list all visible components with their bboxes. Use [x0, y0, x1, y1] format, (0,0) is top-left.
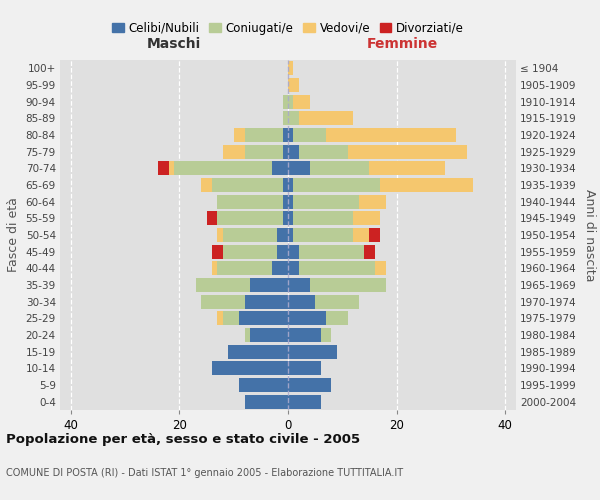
Bar	[212, 244, 223, 259]
Bar	[288, 328, 320, 342]
Bar	[223, 144, 245, 159]
Bar	[277, 228, 288, 242]
Bar	[217, 228, 223, 242]
Bar	[288, 178, 293, 192]
Bar	[299, 144, 348, 159]
Bar	[326, 311, 348, 326]
Bar	[293, 194, 359, 209]
Bar	[217, 261, 272, 276]
Bar	[288, 261, 299, 276]
Bar	[288, 162, 310, 175]
Bar	[288, 294, 315, 308]
Bar	[299, 112, 353, 126]
Bar	[245, 394, 288, 409]
Bar	[288, 394, 320, 409]
Bar	[201, 294, 245, 308]
Bar	[283, 94, 288, 109]
Bar	[293, 94, 310, 109]
Text: Popolazione per età, sesso e stato civile - 2005: Popolazione per età, sesso e stato civil…	[6, 432, 360, 446]
Bar	[223, 244, 277, 259]
Bar	[293, 128, 326, 142]
Bar	[201, 178, 212, 192]
Bar	[196, 278, 250, 292]
Bar	[250, 278, 288, 292]
Bar	[310, 278, 386, 292]
Bar	[283, 194, 288, 209]
Bar	[364, 244, 375, 259]
Bar	[283, 178, 288, 192]
Bar	[245, 294, 288, 308]
Bar	[223, 228, 277, 242]
Text: Maschi: Maschi	[147, 37, 201, 51]
Bar	[320, 328, 331, 342]
Bar	[348, 144, 467, 159]
Bar	[206, 211, 217, 226]
Bar	[223, 311, 239, 326]
Bar	[212, 178, 283, 192]
Bar	[310, 162, 370, 175]
Bar	[380, 178, 473, 192]
Bar	[288, 194, 293, 209]
Text: COMUNE DI POSTA (RI) - Dati ISTAT 1° gennaio 2005 - Elaborazione TUTTITALIA.IT: COMUNE DI POSTA (RI) - Dati ISTAT 1° gen…	[6, 468, 403, 477]
Bar	[288, 378, 331, 392]
Bar	[239, 378, 288, 392]
Bar	[288, 62, 293, 76]
Bar	[228, 344, 288, 359]
Bar	[353, 211, 380, 226]
Bar	[293, 228, 353, 242]
Bar	[293, 211, 353, 226]
Bar	[288, 144, 299, 159]
Bar	[272, 261, 288, 276]
Bar	[359, 194, 386, 209]
Bar	[169, 162, 174, 175]
Bar	[370, 162, 445, 175]
Bar	[174, 162, 272, 175]
Bar	[288, 311, 326, 326]
Bar	[283, 112, 288, 126]
Bar	[245, 144, 283, 159]
Bar	[283, 128, 288, 142]
Bar	[288, 244, 299, 259]
Bar	[212, 361, 288, 376]
Bar	[283, 211, 288, 226]
Bar	[315, 294, 359, 308]
Bar	[272, 162, 288, 175]
Bar	[283, 144, 288, 159]
Bar	[245, 328, 250, 342]
Y-axis label: Fasce di età: Fasce di età	[7, 198, 20, 272]
Y-axis label: Anni di nascita: Anni di nascita	[583, 188, 596, 281]
Bar	[375, 261, 386, 276]
Bar	[326, 128, 456, 142]
Bar	[217, 211, 283, 226]
Text: Femmine: Femmine	[367, 37, 437, 51]
Bar	[370, 228, 380, 242]
Bar	[288, 128, 293, 142]
Bar	[288, 228, 293, 242]
Bar	[288, 344, 337, 359]
Bar	[250, 328, 288, 342]
Bar	[217, 311, 223, 326]
Bar	[299, 244, 364, 259]
Bar	[288, 78, 299, 92]
Bar	[158, 162, 169, 175]
Bar	[288, 278, 310, 292]
Bar	[288, 112, 299, 126]
Bar	[299, 261, 375, 276]
Bar	[212, 261, 217, 276]
Bar	[293, 178, 380, 192]
Legend: Celibi/Nubili, Coniugati/e, Vedovi/e, Divorziati/e: Celibi/Nubili, Coniugati/e, Vedovi/e, Di…	[107, 17, 469, 40]
Bar	[245, 128, 283, 142]
Bar	[217, 194, 283, 209]
Bar	[288, 211, 293, 226]
Bar	[353, 228, 370, 242]
Bar	[239, 311, 288, 326]
Bar	[288, 94, 293, 109]
Bar	[288, 361, 320, 376]
Bar	[277, 244, 288, 259]
Bar	[234, 128, 245, 142]
